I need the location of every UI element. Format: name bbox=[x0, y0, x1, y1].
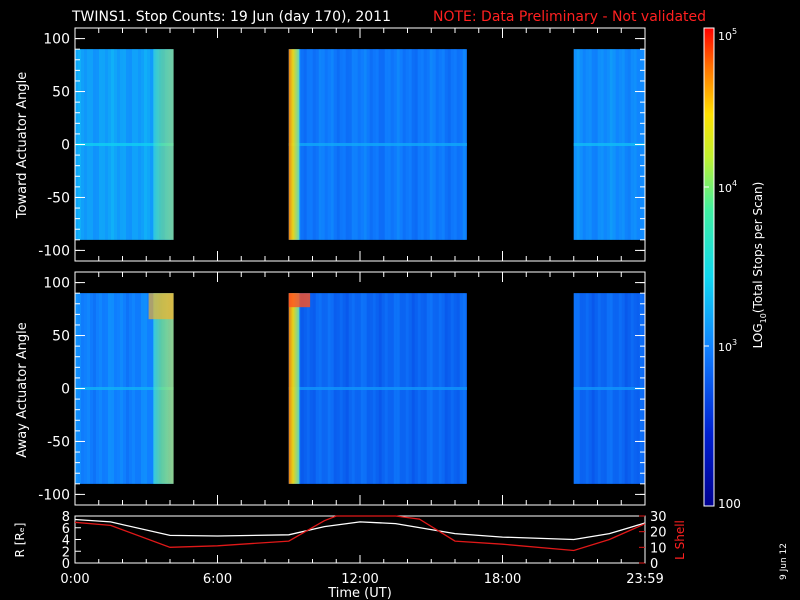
colorbar-tick-label-1e3: 103 bbox=[718, 338, 737, 354]
heat-green-edge bbox=[153, 49, 174, 240]
heat-zero-band-0 bbox=[75, 143, 174, 146]
colorbar: 105 104 103 100 LOG10(Total Stops per Sc… bbox=[703, 27, 768, 511]
y-tick-label: 100 bbox=[43, 32, 70, 48]
top-ylabel: Toward Actuator Angle bbox=[15, 72, 30, 219]
figure-title: TWINS1. Stop Counts: 19 Jun (day 170), 2… bbox=[71, 9, 391, 25]
l-shell-tick-label: 10 bbox=[650, 541, 667, 556]
x-tick-label: 6:00 bbox=[203, 572, 232, 587]
r-tick-label: 8 bbox=[62, 510, 70, 525]
colorbar-label: LOG10(Total Stops per Scan) bbox=[751, 182, 768, 349]
l-shell-tick-label: 0 bbox=[650, 557, 658, 572]
y-tick-label: -100 bbox=[38, 243, 70, 259]
y-tick-label: 0 bbox=[61, 382, 70, 398]
x-tick-label: 12:00 bbox=[341, 572, 378, 587]
heat-hot-top-middle bbox=[288, 293, 311, 308]
heat-hot-top-left bbox=[148, 293, 174, 320]
heat-green-edge bbox=[153, 293, 174, 484]
heat-zero-band-2 bbox=[573, 387, 645, 390]
x-axis-label: Time (UT) bbox=[327, 586, 392, 600]
middle-panel: 100 50 0 -50 -100 Away Actuator Angle bbox=[15, 271, 646, 506]
r-distance-line bbox=[74, 518, 646, 541]
r-tick-label: 6 bbox=[62, 522, 70, 537]
bottom-lines bbox=[74, 515, 646, 552]
heat-zero-band-2 bbox=[573, 143, 645, 146]
l-shell-axis-label: L Shell bbox=[673, 520, 687, 560]
l-shell-tick-label: 30 bbox=[650, 510, 667, 525]
heat-zero-band-1 bbox=[288, 387, 467, 390]
y-tick-label: 50 bbox=[52, 329, 70, 345]
colorbar-tick-label-1e4: 104 bbox=[718, 179, 737, 195]
top-axes: 100 50 0 -50 -100 bbox=[38, 28, 646, 261]
top-heatmap bbox=[75, 49, 645, 240]
heat-red-edge bbox=[288, 49, 300, 240]
l-shell-line bbox=[74, 515, 646, 552]
r-tick-label: 4 bbox=[62, 534, 70, 549]
preliminary-note: NOTE: Data Preliminary - Not validated bbox=[433, 9, 706, 25]
r-tick-label: 0 bbox=[62, 557, 70, 572]
y-tick-label: 100 bbox=[43, 276, 70, 292]
x-tick-label: 0:00 bbox=[60, 572, 89, 587]
x-tick-label: 23:59 bbox=[626, 572, 663, 587]
middle-axes: 100 50 0 -50 -100 bbox=[38, 272, 646, 505]
y-tick-label: 50 bbox=[52, 85, 70, 101]
heat-zero-band-1 bbox=[288, 143, 467, 146]
middle-ylabel: Away Actuator Angle bbox=[15, 322, 30, 457]
y-tick-label: -100 bbox=[38, 487, 70, 503]
r-axis-label: R [Rₑ] bbox=[13, 523, 27, 558]
x-tick-label: 18:00 bbox=[484, 572, 521, 587]
r-tick-label: 2 bbox=[62, 545, 70, 560]
heat-zero-band-0 bbox=[75, 387, 174, 390]
colorbar-tick-label-top: 105 bbox=[718, 27, 737, 43]
y-tick-label: -50 bbox=[47, 190, 70, 206]
heat-red-edge bbox=[288, 293, 300, 484]
l-shell-tick-label: 20 bbox=[650, 526, 667, 541]
top-panel: 100 50 0 -50 -100 Toward Actuator Angle bbox=[15, 27, 646, 262]
date-stamp: 9 Jun 12 bbox=[779, 543, 789, 580]
y-tick-label: -50 bbox=[47, 434, 70, 450]
colorbar-tick-label-bottom: 100 bbox=[718, 497, 741, 511]
colorbar-gradient bbox=[703, 27, 715, 507]
y-tick-label: 0 bbox=[61, 138, 70, 154]
